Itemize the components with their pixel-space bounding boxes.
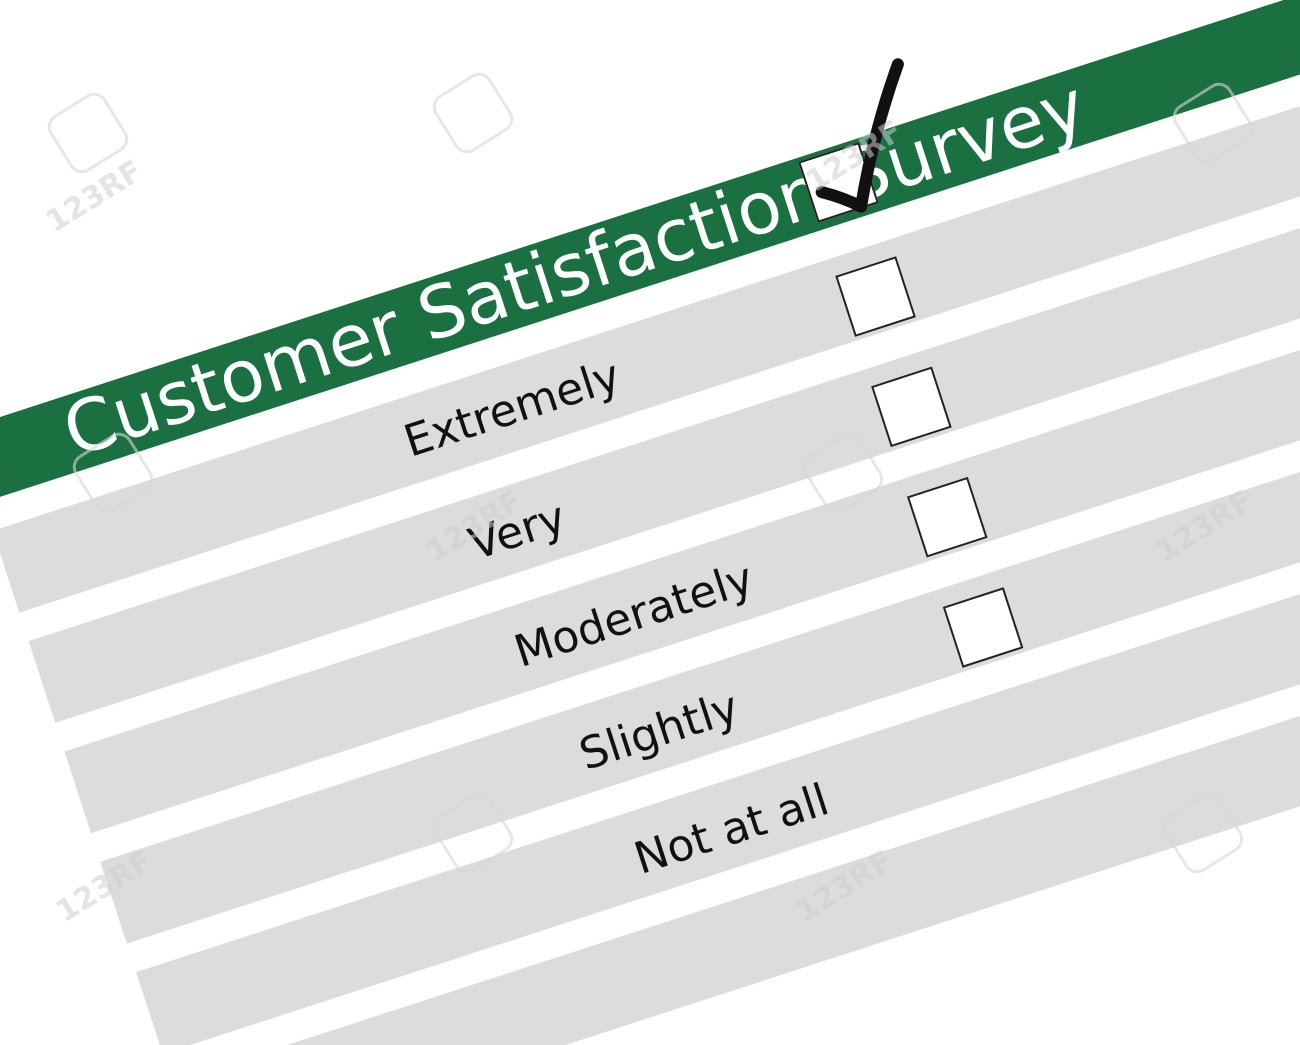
checkmark-icon xyxy=(815,58,904,213)
watermark-camera-icon xyxy=(42,87,134,179)
watermark-camera-icon xyxy=(427,67,519,159)
watermark-text: 123RF xyxy=(40,153,149,240)
